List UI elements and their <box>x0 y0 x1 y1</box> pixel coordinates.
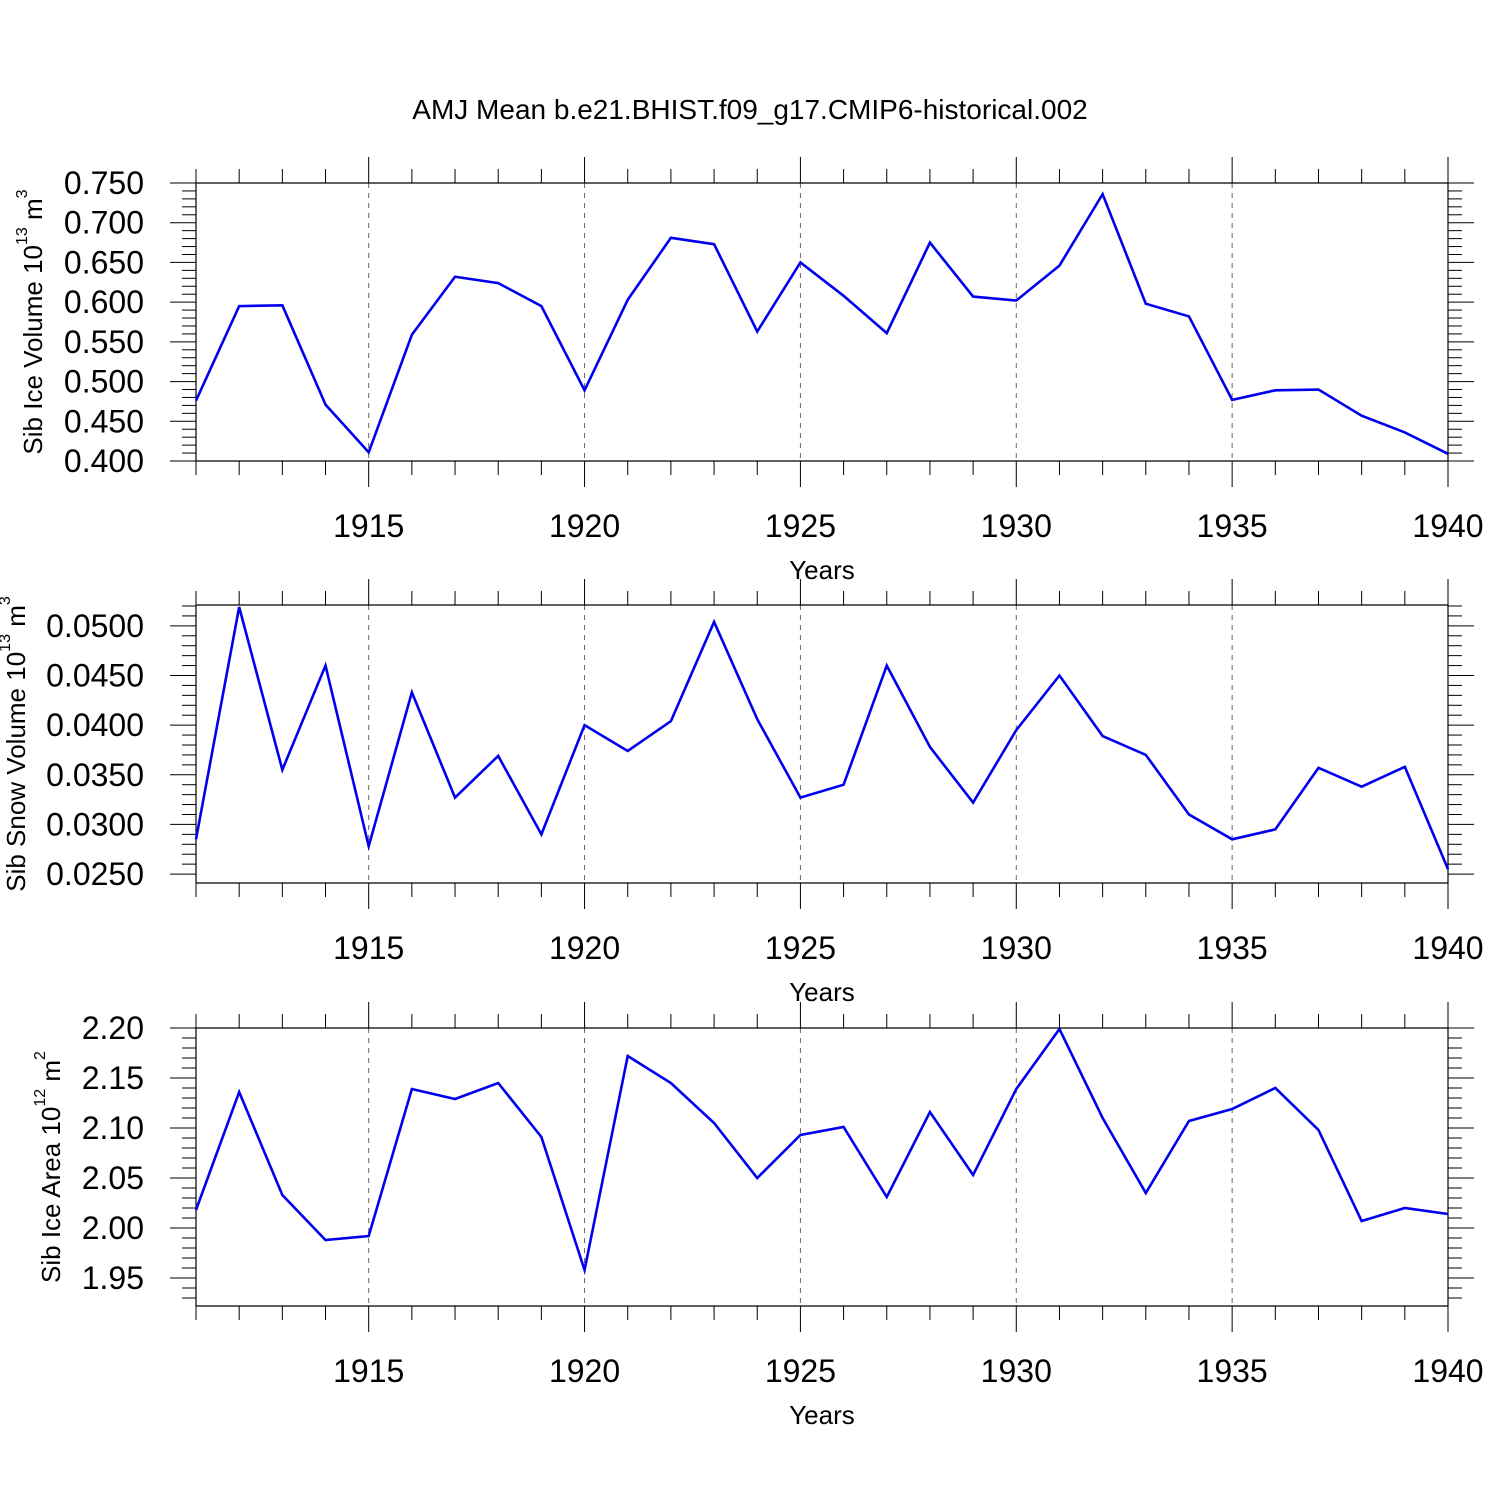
chart-1-y-tick-label-4: 0.0450 <box>46 657 144 693</box>
chart-2-y-tick-label-0: 1.95 <box>82 1260 144 1296</box>
chart-2-y-tick-label-4: 2.15 <box>82 1060 144 1096</box>
chart-2-y-axis-label-part-0: Sib Ice Area 10 <box>36 1107 66 1283</box>
chart-2-y-axis-label: Sib Ice Area 1012 m2 <box>32 1051 67 1283</box>
chart-0-x-axis-label: Years <box>789 555 855 585</box>
chart-0-y-axis-label-part-3: 3 <box>14 189 31 198</box>
chart-1-x-axis-label: Years <box>789 977 855 1007</box>
chart-0-y-tick-label-2: 0.500 <box>64 364 144 400</box>
chart-2-x-tick-label-2: 1925 <box>765 1353 836 1389</box>
chart-2-x-tick-label-1: 1920 <box>549 1353 620 1389</box>
chart-1-x-tick-label-2: 1925 <box>765 930 836 966</box>
chart-0-y-tick-label-6: 0.700 <box>64 205 144 241</box>
chart-0-y-tick-label-5: 0.650 <box>64 244 144 280</box>
chart-1-x-tick-label-0: 1915 <box>333 930 404 966</box>
chart-1-x-tick-label-3: 1930 <box>981 930 1052 966</box>
chart-2-y-tick-label-1: 2.00 <box>82 1210 144 1246</box>
chart-0-x-tick-label-0: 1915 <box>333 508 404 544</box>
chart-1-y-tick-label-3: 0.0400 <box>46 707 144 743</box>
chart-0-y-tick-label-0: 0.400 <box>64 443 144 479</box>
chart-1-x-tick-label-4: 1935 <box>1197 930 1268 966</box>
chart-0-y-axis-label-part-0: Sib Ice Volume 10 <box>18 245 48 455</box>
chart-1-series-line <box>194 606 1450 870</box>
chart-2-y-tick-label-5: 2.20 <box>82 1010 144 1046</box>
chart-0-x-tick-label-4: 1935 <box>1197 508 1268 544</box>
chart-0-y-axis-label-part-1: 13 <box>14 227 31 245</box>
chart-2-x-tick-label-0: 1915 <box>333 1353 404 1389</box>
panel-snow-volume: 1915 1920 1925 1930 1935 1940 Years 0.0250 0.030… <box>0 579 1484 1007</box>
chart-1-x-tick-label-1: 1920 <box>549 930 620 966</box>
chart-1-y-axis-label-part-2: m <box>1 605 31 634</box>
chart-2-y-axis-label-part-1: 12 <box>32 1089 49 1107</box>
chart-1-y-tick-label-0: 0.0250 <box>46 856 144 892</box>
chart-2-y-tick-label-2: 2.05 <box>82 1160 144 1196</box>
chart-2-y-axis-label-part-3: 2 <box>32 1051 49 1060</box>
chart-1-y-tick-label-5: 0.0500 <box>46 608 144 644</box>
chart-0-y-tick-label-7: 0.750 <box>64 165 144 201</box>
chart-0-x-tick-label-1: 1920 <box>549 508 620 544</box>
chart-0-x-tick-label-2: 1925 <box>765 508 836 544</box>
chart-1-y-axis-label-part-0: Sib Snow Volume 10 <box>1 652 31 892</box>
chart-0-x-tick-label-5: 1940 <box>1412 508 1483 544</box>
chart-2-y-tick-label-3: 2.10 <box>82 1110 144 1146</box>
chart-title: AMJ Mean b.e21.BHIST.f09_g17.CMIP6-histo… <box>412 94 1087 125</box>
chart-2-y-axis-label-part-2: m <box>36 1060 66 1089</box>
chart-2-x-tick-label-3: 1930 <box>981 1353 1052 1389</box>
chart-0-series-line <box>194 191 1449 456</box>
panel-ice-area: 1915 1920 1925 1930 1935 1940 Years 1.95 2.00 2.0… <box>32 1002 1484 1430</box>
chart-2-x-axis-label: Years <box>789 1400 855 1430</box>
chart-1-y-tick-label-1: 0.0300 <box>46 806 144 842</box>
chart-2-series-line <box>194 1026 1449 1276</box>
chart-0-y-axis-label: Sib Ice Volume 1013 m3 <box>14 189 49 454</box>
chart-1-y-axis-label-part-1: 13 <box>0 634 14 652</box>
chart-0-y-tick-label-3: 0.550 <box>64 324 144 360</box>
panel-ice-volume: 1915 1920 1925 1930 1935 1940Years0.4000.4500… <box>14 157 1484 585</box>
chart-2-x-tick-label-5: 1940 <box>1412 1353 1483 1389</box>
chart-1-y-axis-label-part-3: 3 <box>0 596 14 605</box>
chart-0-y-tick-label-1: 0.450 <box>64 403 144 439</box>
chart-1-y-axis-label: Sib Snow Volume 1013 m3 <box>0 596 31 892</box>
chart-0-x-tick-label-3: 1930 <box>981 508 1052 544</box>
chart-1-x-tick-label-5: 1940 <box>1412 930 1483 966</box>
chart-0-y-tick-label-4: 0.600 <box>64 284 144 320</box>
chart-1-y-tick-label-2: 0.0350 <box>46 757 144 793</box>
chart-2-x-tick-label-4: 1935 <box>1197 1353 1268 1389</box>
chart-0-y-axis-label-part-2: m <box>18 198 48 227</box>
